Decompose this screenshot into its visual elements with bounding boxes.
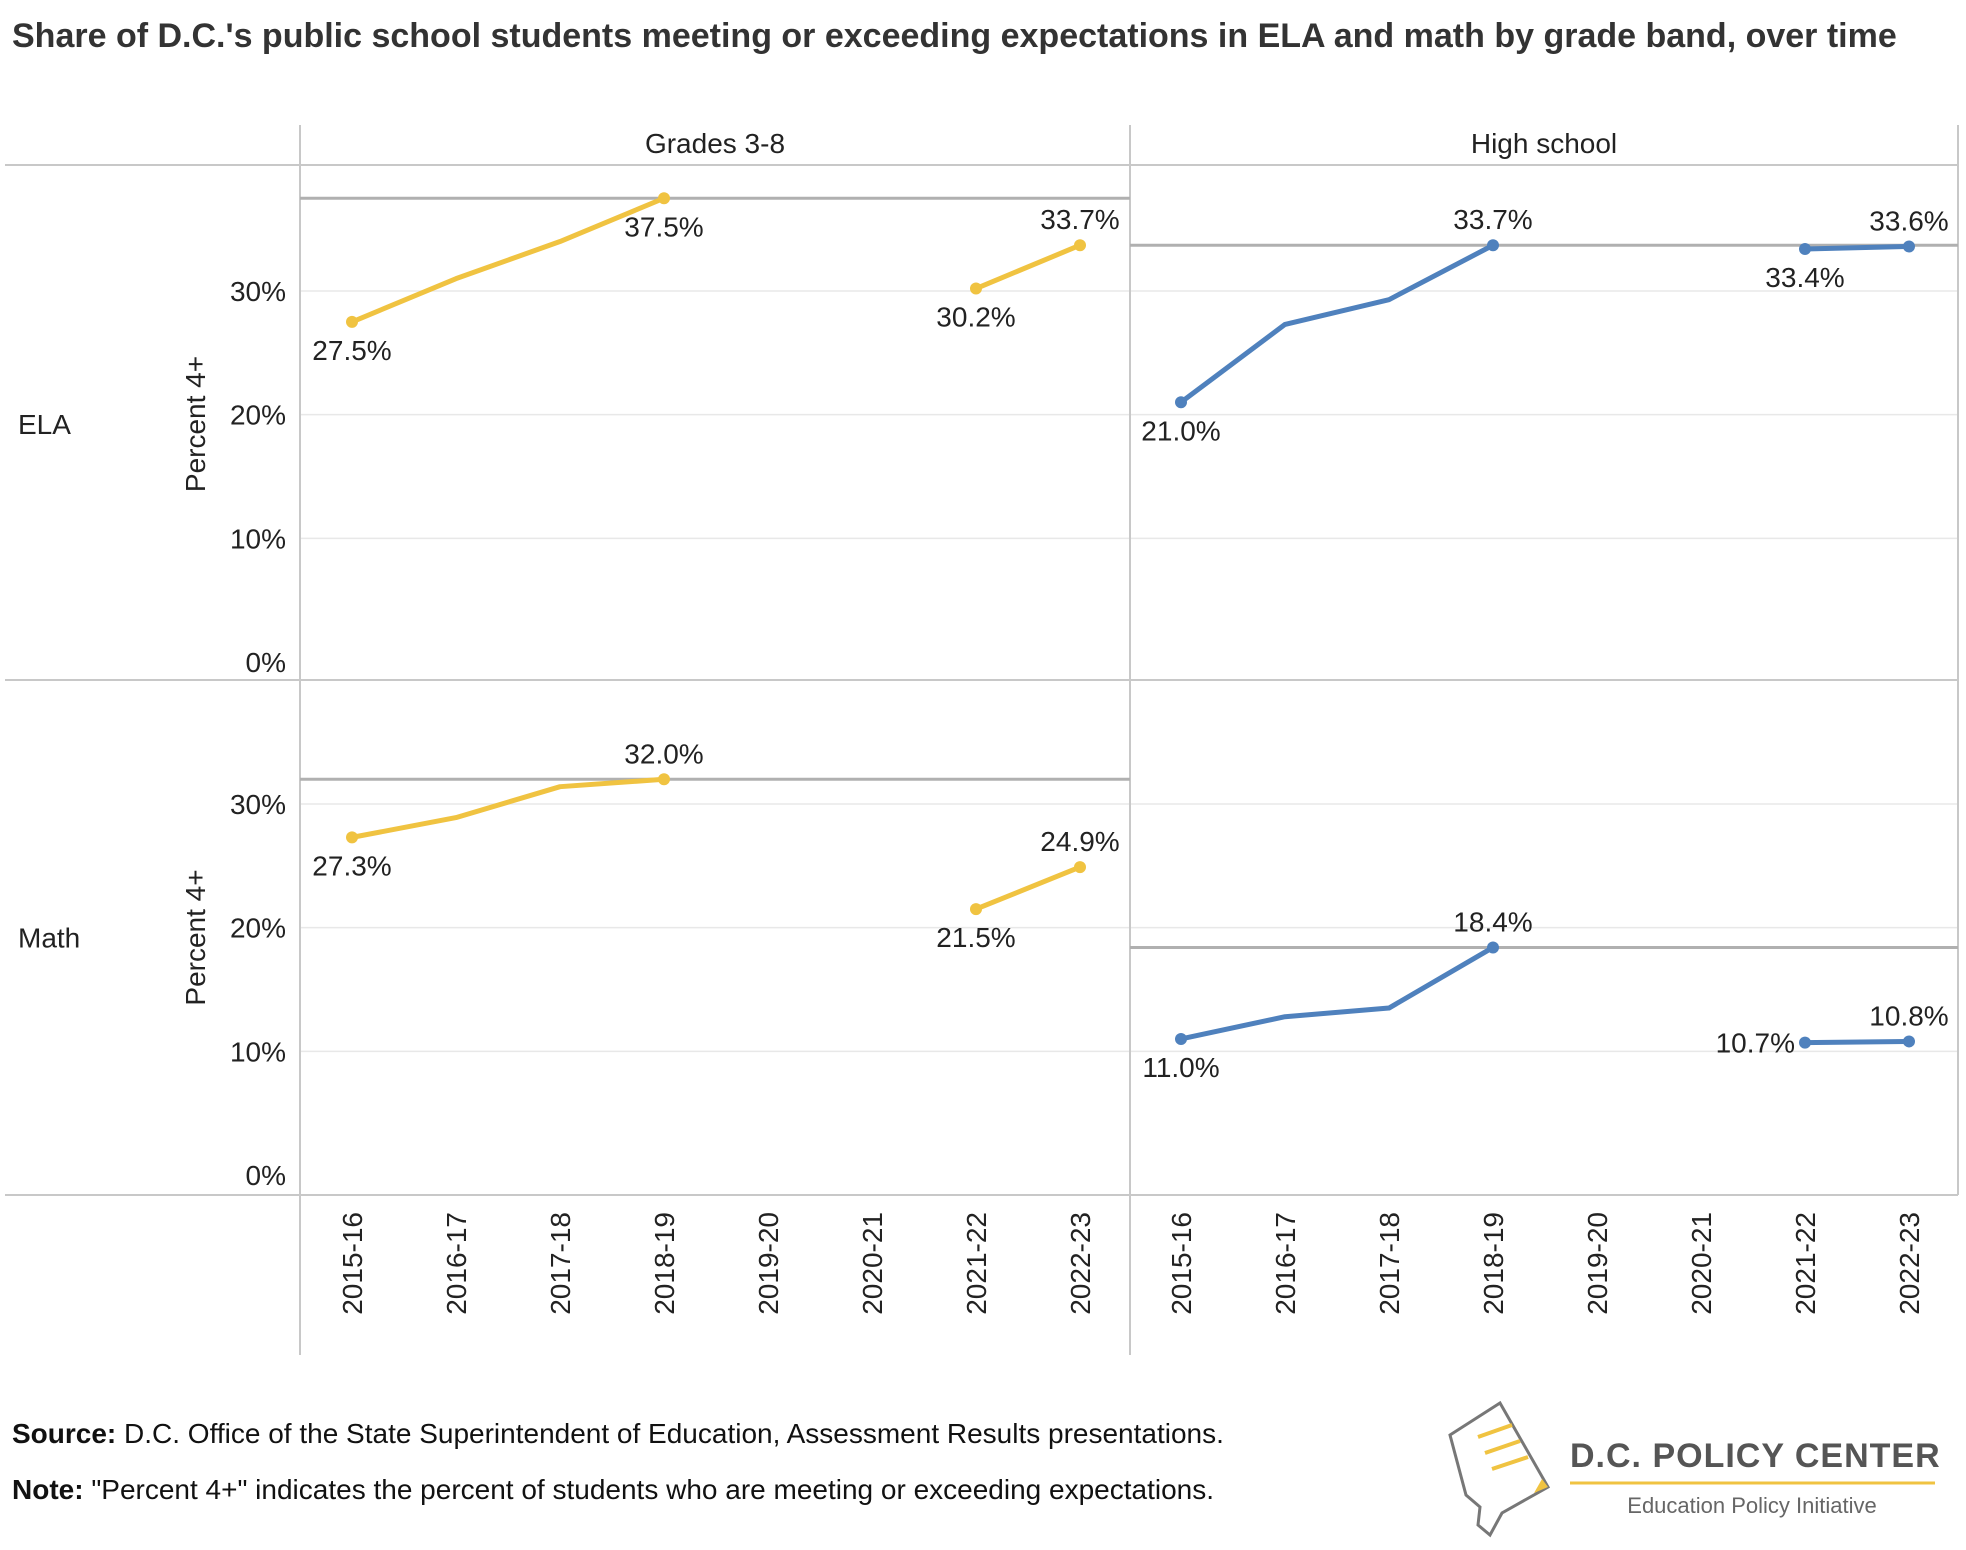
- y-tick-label: 30%: [230, 789, 286, 820]
- series-line: [1802, 1038, 1912, 1046]
- source-note: Source: D.C. Office of the State Superin…: [12, 1418, 1224, 1450]
- data-point: [346, 315, 358, 328]
- x-tick-label: 2022-23: [1894, 1212, 1925, 1315]
- footnote: Note: "Percent 4+" indicates the percent…: [12, 1474, 1214, 1506]
- column-header: Grades 3-8: [645, 128, 785, 159]
- series-line: [1802, 243, 1912, 252]
- data-point: [1903, 1035, 1915, 1048]
- series-line: [973, 864, 1083, 912]
- data-label: 18.4%: [1453, 906, 1532, 937]
- y-tick-label: 20%: [230, 400, 286, 431]
- y-axis-title: Percent 4+: [180, 869, 211, 1005]
- source-text: D.C. Office of the State Superintendent …: [124, 1418, 1224, 1449]
- data-label: 10.7%: [1716, 1028, 1795, 1059]
- chart-title: Share of D.C.'s public school students m…: [12, 17, 1897, 55]
- data-label: 30.2%: [936, 302, 1015, 333]
- logo-name: D.C. POLICY CENTER: [1570, 1437, 1941, 1475]
- data-label: 11.0%: [1142, 1052, 1219, 1083]
- x-tick-label: 2017-18: [1374, 1212, 1405, 1315]
- y-tick-label: 30%: [230, 276, 286, 307]
- x-tick-label: 2022-23: [1065, 1212, 1096, 1315]
- y-tick-label: 20%: [230, 913, 286, 944]
- y-tick-label: 10%: [230, 1036, 286, 1067]
- note-label: Note:: [12, 1474, 84, 1505]
- data-point: [970, 282, 982, 295]
- x-tick-label: 2015-16: [337, 1212, 368, 1315]
- data-label: 33.4%: [1765, 262, 1844, 293]
- data-point: [970, 903, 982, 916]
- dc-map-icon: [1448, 1400, 1551, 1538]
- data-label: 33.6%: [1869, 205, 1948, 236]
- logo-tagline: Education Policy Initiative: [1627, 1493, 1876, 1518]
- y-tick-label: 0%: [246, 647, 286, 678]
- y-tick-label: 10%: [230, 523, 286, 554]
- data-point: [1074, 861, 1086, 874]
- data-label: 24.9%: [1040, 826, 1119, 857]
- data-label: 21.5%: [936, 922, 1015, 953]
- column-header: High school: [1471, 128, 1617, 159]
- x-tick-label: 2021-22: [961, 1212, 992, 1315]
- x-tick-label: 2016-17: [441, 1212, 472, 1315]
- data-label: 37.5%: [624, 211, 703, 242]
- data-label: 27.5%: [312, 335, 391, 366]
- series-line: [349, 776, 667, 840]
- series-line: [1178, 944, 1496, 1042]
- data-point: [1799, 1036, 1811, 1049]
- data-label: 10.8%: [1869, 1000, 1948, 1031]
- data-point: [658, 773, 670, 786]
- series-line: [1178, 242, 1496, 405]
- x-tick-label: 2019-20: [1582, 1212, 1613, 1315]
- x-tick-label: 2020-21: [1686, 1212, 1717, 1315]
- note-text: "Percent 4+" indicates the percent of st…: [91, 1474, 1214, 1505]
- chart-canvas: Grades 3-8 High school ELA Percent 4+ 0% 10% 2…: [5, 125, 1959, 1355]
- row-header: ELA: [18, 409, 71, 440]
- x-tick-label: 2019-20: [753, 1212, 784, 1315]
- x-tick-label: 2018-19: [649, 1212, 680, 1315]
- data-label: 21.0%: [1141, 415, 1220, 446]
- data-label: 33.7%: [1040, 204, 1119, 235]
- data-label: 32.0%: [624, 738, 703, 769]
- row-header: Math: [18, 923, 80, 954]
- data-point: [346, 831, 358, 844]
- y-axis-title: Percent 4+: [180, 356, 211, 492]
- x-tick-label: 2016-17: [1270, 1212, 1301, 1315]
- data-point: [1903, 240, 1915, 253]
- x-tick-label: 2017-18: [545, 1212, 576, 1315]
- x-tick-label: 2021-22: [1790, 1212, 1821, 1315]
- data-point: [1175, 1032, 1187, 1045]
- source-label: Source:: [12, 1418, 117, 1449]
- series-line: [349, 195, 667, 325]
- dc-policy-center-logo: D.C. POLICY CENTER Education Policy Init…: [1448, 1400, 1941, 1538]
- data-point: [1799, 242, 1811, 255]
- data-point: [1487, 941, 1499, 954]
- data-label: 27.3%: [312, 850, 391, 881]
- y-tick-label: 0%: [246, 1160, 286, 1191]
- data-point: [1074, 239, 1086, 252]
- data-label: 33.7%: [1453, 204, 1532, 235]
- data-point: [658, 192, 670, 205]
- x-tick-label: 2020-21: [857, 1212, 888, 1315]
- x-tick-label: 2018-19: [1478, 1212, 1509, 1315]
- data-point: [1487, 239, 1499, 252]
- data-point: [1175, 396, 1187, 409]
- series-line: [973, 242, 1083, 292]
- x-tick-label: 2015-16: [1166, 1212, 1197, 1315]
